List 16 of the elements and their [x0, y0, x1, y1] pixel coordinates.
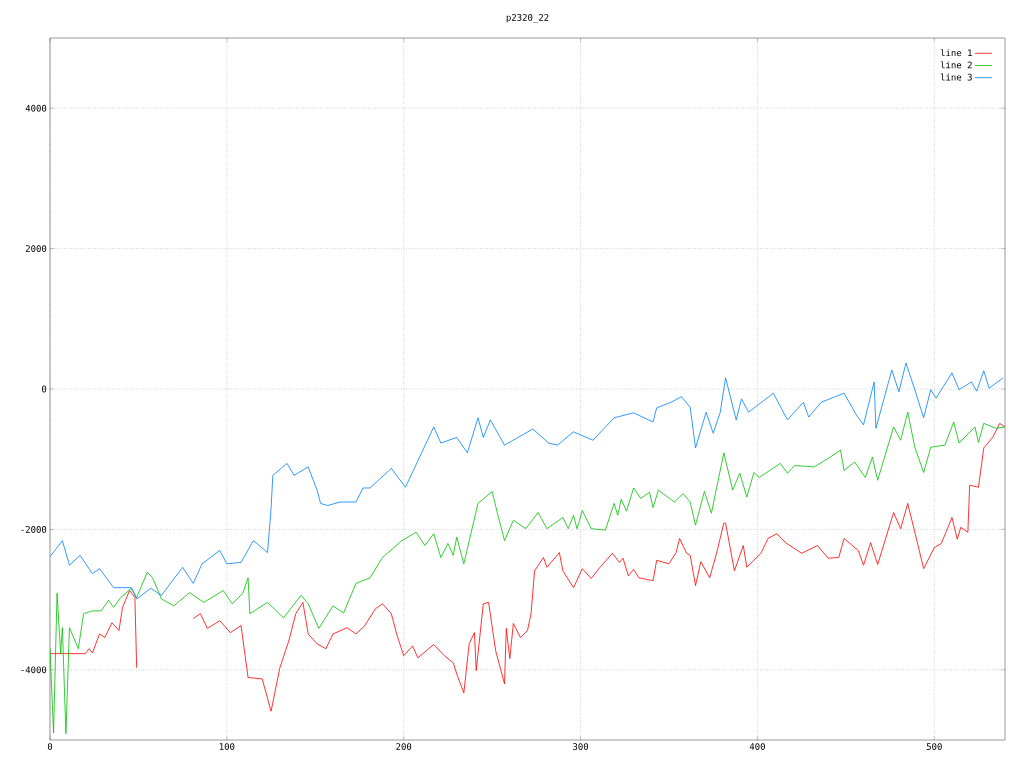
x-tick-label: 500 — [926, 743, 942, 750]
legend-label: line 2 — [940, 61, 972, 69]
y-tick-label: -4000 — [21, 666, 47, 674]
y-tick-label: 0 — [41, 385, 47, 393]
x-tick-label: 0 — [47, 743, 53, 750]
x-tick-label: 200 — [396, 743, 412, 750]
chart-title: p2320_22 — [506, 14, 549, 23]
legend-label: line 3 — [940, 73, 972, 81]
x-tick-label: 300 — [573, 743, 589, 750]
line-series — [50, 362, 1004, 600]
x-tick-label: 400 — [749, 743, 765, 750]
y-tick-label: 4000 — [25, 104, 47, 112]
x-tick-label: 100 — [219, 743, 235, 750]
y-tick-label: 2000 — [25, 245, 47, 252]
legend-label: line 1 — [940, 49, 972, 57]
y-tick-label: -2000 — [21, 526, 47, 533]
